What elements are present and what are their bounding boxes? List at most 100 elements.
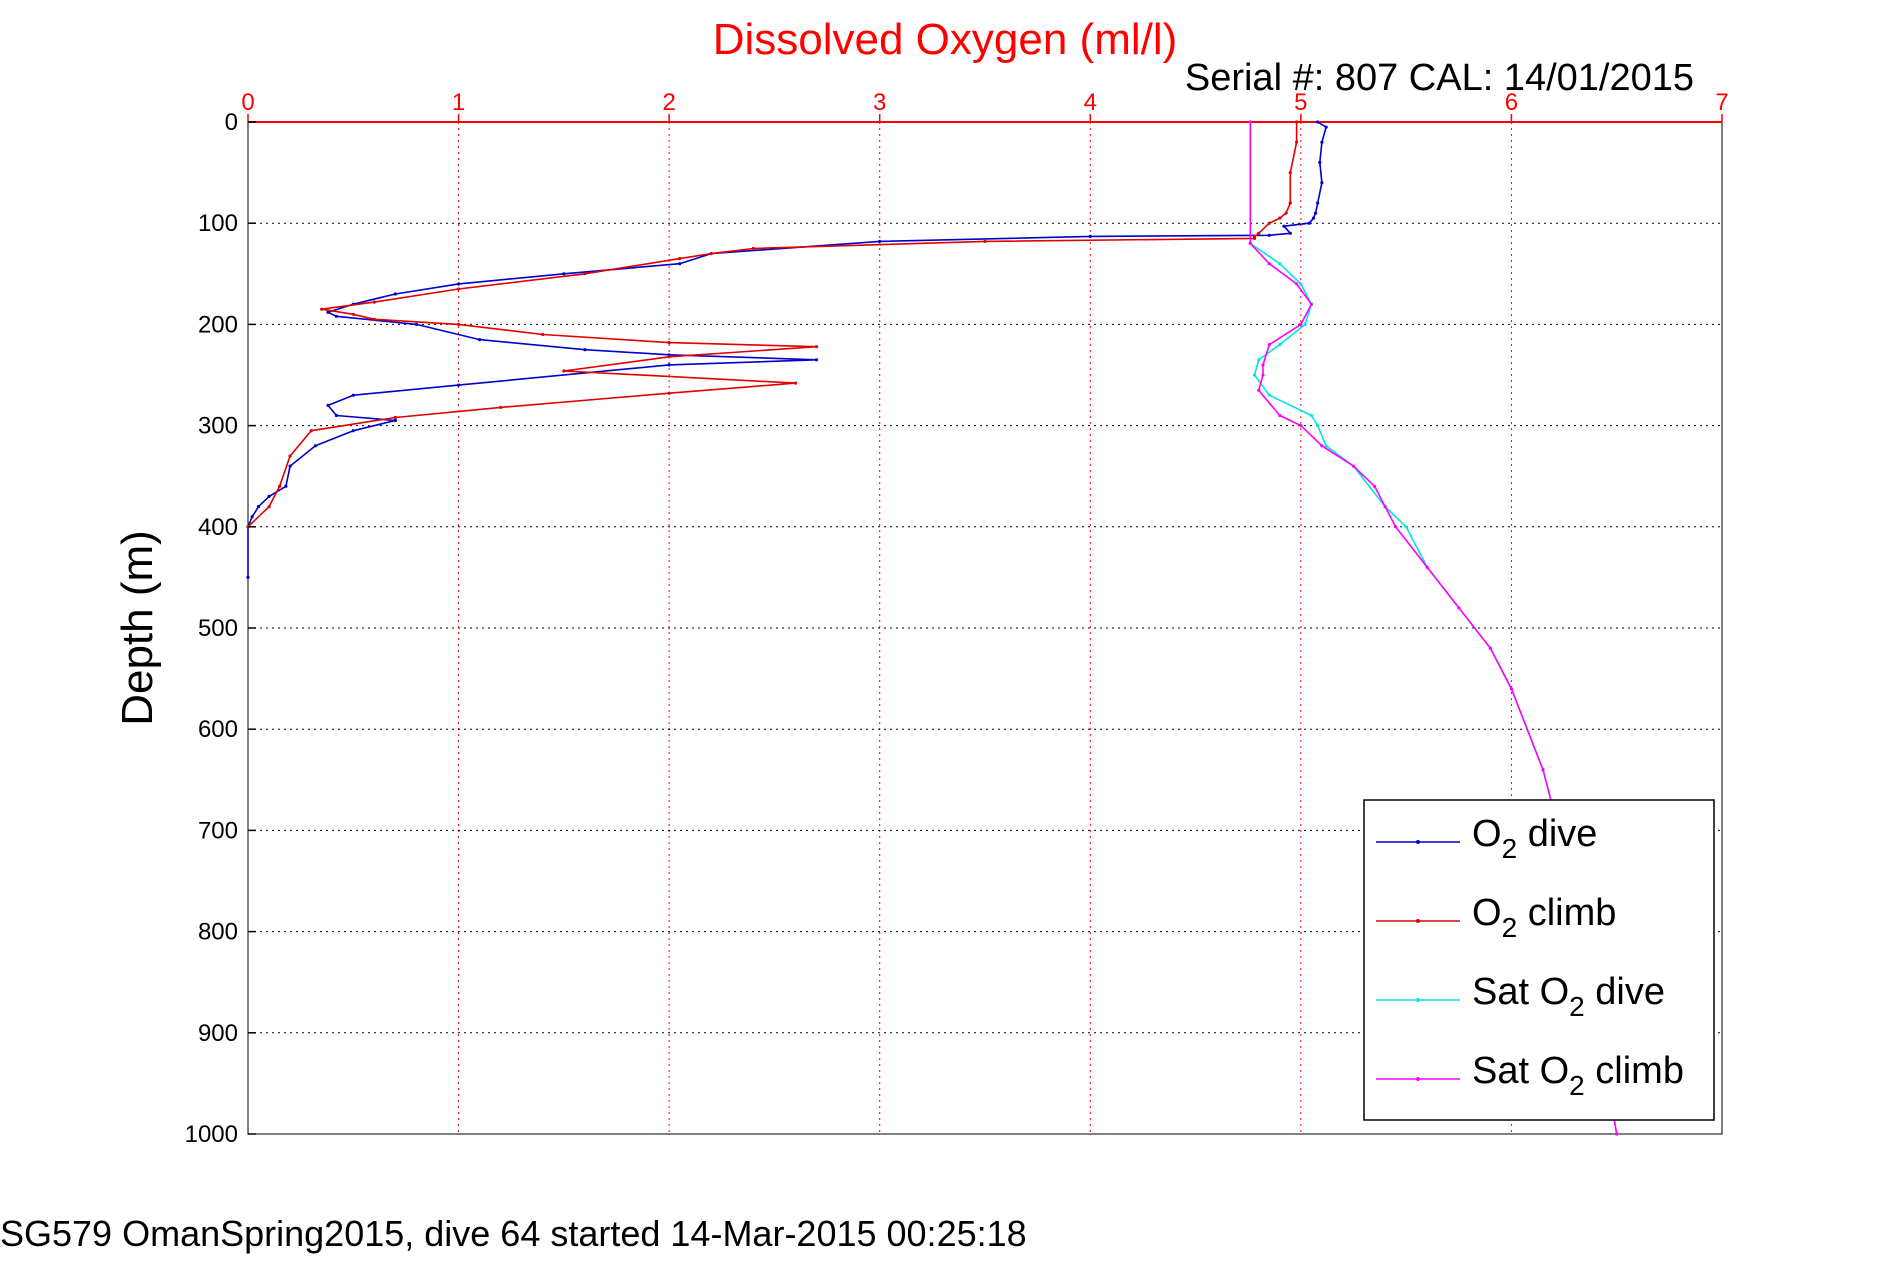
series-point-0: [1267, 233, 1271, 237]
series-point-1: [1295, 120, 1299, 124]
x-tick-label: 6: [1505, 89, 1518, 116]
series-point-3: [1248, 241, 1252, 245]
series-point-1: [1288, 201, 1292, 205]
series-point-1: [678, 257, 682, 261]
x-tick-label: 2: [662, 89, 675, 116]
x-tick-label: 1: [452, 89, 465, 116]
series-point-3: [1425, 565, 1429, 569]
series-point-0: [457, 383, 461, 387]
series-point-0: [250, 515, 254, 519]
series-point-1: [1252, 236, 1257, 240]
series-point-3: [1267, 343, 1271, 347]
legend-label-3: Sat O2 climb: [1472, 1050, 1684, 1101]
series-point-0: [414, 322, 419, 326]
series-point-3: [1257, 388, 1261, 392]
series-point-0: [678, 262, 682, 266]
x-tick-label: 4: [1084, 89, 1097, 116]
series-point-0: [267, 494, 271, 498]
series-point-3: [1299, 322, 1303, 326]
y-tick-label: 1000: [185, 1121, 238, 1148]
series-point-1: [278, 484, 282, 488]
series-point-1: [457, 322, 461, 326]
series-point-0: [814, 358, 819, 362]
series-point-0: [256, 505, 261, 509]
series-point-3: [1541, 768, 1545, 772]
series-point-2: [1252, 373, 1257, 377]
chart-subtitle: Serial #: 807 CAL: 14/01/2015: [1185, 57, 1694, 99]
series-point-0: [1318, 160, 1322, 165]
series-point-0: [1320, 140, 1324, 144]
x-tick-label: 5: [1294, 89, 1307, 116]
y-tick-label: 200: [198, 311, 238, 338]
x-tick-label: 7: [1715, 89, 1728, 116]
chart-title: Dissolved Oxygen (ml/l): [713, 15, 1178, 64]
series-point-0: [1324, 125, 1328, 129]
y-tick-label: 500: [198, 615, 238, 642]
legend-box: [1363, 799, 1715, 1121]
series-point-1: [393, 415, 397, 420]
series-point-1: [541, 332, 545, 337]
series-point-3: [1394, 525, 1398, 529]
series-point-1: [1284, 211, 1288, 215]
series-point-0: [583, 348, 587, 352]
series-line-3: [1249, 122, 1618, 1135]
series-point-1: [814, 345, 819, 349]
y-tick-label: 0: [225, 109, 238, 136]
series-point-2: [1299, 282, 1303, 286]
series-point-0: [878, 239, 882, 243]
series-point-1: [1295, 140, 1299, 144]
series-point-1: [793, 381, 798, 385]
series-point-1: [457, 287, 461, 291]
legend-marker-1: [1416, 919, 1420, 923]
series-point-0: [478, 338, 482, 342]
series-point-1: [562, 369, 566, 373]
series-point-3: [1373, 484, 1377, 488]
series-point-0: [393, 292, 397, 296]
series-point-0: [1307, 221, 1311, 225]
series-point-3: [1615, 1132, 1619, 1136]
series-point-0: [393, 418, 397, 423]
series-point-3: [1278, 413, 1282, 418]
series-point-2: [1267, 393, 1271, 397]
series-point-0: [1311, 216, 1316, 220]
series-point-2: [1278, 262, 1282, 266]
series-point-1: [320, 307, 324, 311]
series-point-0: [334, 314, 338, 318]
series-point-1: [309, 429, 313, 433]
series-point-2: [1257, 358, 1261, 362]
series-point-3: [1320, 444, 1324, 448]
legend-marker-3: [1416, 1077, 1420, 1081]
legend-marker-2: [1416, 998, 1420, 1002]
series-point-0: [313, 444, 317, 448]
series-point-0: [1282, 224, 1286, 228]
x-tick-label: 3: [873, 89, 886, 116]
legend-label-2: Sat O2 dive: [1472, 971, 1665, 1022]
series-point-0: [334, 413, 338, 418]
figure-footer: SG579 OmanSpring2015, dive 64 started 14…: [0, 1213, 1027, 1254]
legend: O2 dive O2 climb Sat O2 dive Sat O2 climb: [1363, 799, 1715, 1121]
series-point-3: [1267, 262, 1271, 266]
series-point-2: [1303, 322, 1307, 326]
y-axis-label: Depth (m): [113, 530, 162, 726]
series-point-0: [562, 272, 566, 276]
series-point-3: [1299, 424, 1303, 428]
series-point-2: [1309, 413, 1313, 418]
series-point-1: [751, 246, 756, 251]
series-point-1: [1267, 221, 1271, 225]
series-point-0: [1088, 234, 1092, 238]
series-point-0: [284, 484, 288, 488]
x-tick-label: 0: [241, 89, 254, 116]
series-point-3: [1488, 646, 1492, 650]
series-point-3: [1351, 464, 1356, 468]
series-point-1: [1257, 231, 1261, 235]
series-point-2: [1404, 525, 1408, 529]
series-point-1: [1288, 171, 1292, 175]
series-point-1: [351, 312, 355, 316]
legend-label-1: O2 climb: [1472, 892, 1616, 943]
y-tick-label: 700: [198, 817, 238, 844]
series-point-0: [1288, 231, 1292, 235]
series-point-0: [326, 403, 330, 407]
series-point-0: [326, 310, 330, 314]
y-tick-label: 100: [198, 210, 238, 237]
series-point-1: [667, 341, 671, 345]
